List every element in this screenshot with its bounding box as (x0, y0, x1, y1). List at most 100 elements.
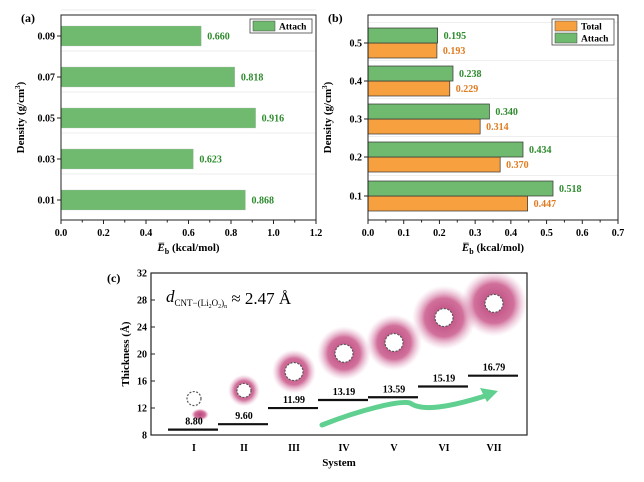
x-tick-label: 0.4 (505, 228, 518, 239)
x-tick-label: 0.6 (576, 228, 589, 239)
x-tick-label: V (390, 443, 398, 454)
x-tick-label: 0.5 (540, 228, 553, 239)
data-label: 0.193 (443, 46, 466, 57)
bar-attach (60, 66, 235, 88)
data-label: 0.818 (241, 73, 264, 84)
annotation: dCNT−(Li2O2)n ≈ 2.47 Å (166, 287, 292, 310)
panel-label: (a) (21, 11, 35, 25)
x-tick-label: 0.3 (469, 228, 482, 239)
y-axis-label-end: ) (15, 81, 27, 85)
cnt-circle-icon (284, 361, 304, 382)
x-tick-label: 0.4 (140, 228, 153, 239)
step-label: 13.19 (333, 387, 356, 398)
data-label: 0.447 (534, 199, 557, 210)
data-label: 0.868 (251, 196, 274, 207)
bar-attach (367, 180, 554, 197)
y-tick-label: 0.07 (38, 73, 56, 84)
x-axis-label-main: E̅ (461, 242, 469, 254)
step-label: 8.80 (185, 417, 203, 428)
legend-label: Attach (279, 23, 307, 33)
y-tick-label: 24 (137, 323, 147, 334)
x-tick-label: 0.6 (182, 228, 195, 239)
x-axis-label: E̅b (kcal/mol) (461, 242, 525, 256)
bar-attach (367, 141, 524, 158)
x-tick-label: 0.0 (362, 228, 375, 239)
x-tick-label: 0.8 (225, 228, 238, 239)
y-tick-label: 0.3 (350, 115, 363, 126)
y-tick-label: 0.5 (350, 39, 363, 50)
trend-arrow-head-icon (480, 388, 498, 402)
data-label: 0.434 (529, 145, 552, 156)
cnt-circle-icon (236, 382, 252, 399)
step-label: 15.19 (433, 373, 456, 384)
data-label: 0.518 (559, 184, 582, 195)
y-tick-label: 32 (137, 269, 147, 280)
step-label: 16.79 (483, 363, 506, 374)
x-tick-label: III (288, 443, 300, 454)
annotation-sub: CNT−(Li (175, 298, 210, 308)
x-tick-label: VI (438, 443, 449, 454)
legend-swatch (554, 20, 578, 32)
x-tick-label: I (192, 443, 196, 454)
bar-attach (367, 65, 454, 82)
y-tick-label: 8 (142, 431, 147, 442)
y-tick-label: 20 (137, 350, 147, 361)
legend-swatch (252, 20, 276, 32)
x-tick-label: 0.2 (97, 228, 110, 239)
cnt-circle-icon (434, 307, 454, 328)
panel-label: (c) (107, 271, 120, 285)
y-tick-label: 12 (137, 404, 147, 415)
annotation-value: ≈ 2.47 Å (227, 289, 292, 308)
y-tick-label: 0.09 (38, 32, 56, 43)
data-label: 0.660 (207, 32, 230, 43)
x-axis-label-unit: (kcal/mol) (474, 242, 525, 254)
bar-attach (60, 148, 194, 170)
y-axis-label-sup: 3 (14, 85, 22, 89)
data-label: 0.916 (262, 114, 285, 125)
annotation-sub: 2 (209, 304, 212, 310)
x-axis-label-unit: (kcal/mol) (169, 242, 220, 254)
legend-swatch (554, 32, 578, 44)
cnt-circle-icon (484, 293, 504, 313)
x-tick-label: 0.7 (612, 228, 625, 239)
bar-attach (60, 25, 202, 47)
y-axis-label-end: ) (322, 81, 334, 85)
x-tick-label: 1.0 (267, 228, 280, 239)
cnt-circle-icon (186, 390, 202, 407)
x-tick-label: 0.0 (55, 228, 68, 239)
bar-attach (60, 189, 246, 211)
y-axis-label-main: Density (g/cm (15, 89, 27, 153)
data-label: 0.314 (486, 122, 509, 133)
y-tick-label: 0.1 (350, 192, 363, 203)
molecule-blob (191, 408, 209, 421)
x-axis-label: System (322, 457, 356, 469)
data-label: 0.229 (456, 84, 479, 95)
y-tick-label: 16 (137, 377, 147, 388)
cnt-circle-icon (334, 343, 354, 363)
y-tick-label: 28 (137, 296, 147, 307)
x-tick-label: II (240, 443, 248, 454)
data-label: 0.370 (506, 160, 528, 171)
step-label: 9.60 (235, 411, 253, 422)
x-axis-label-main: E̅ (156, 242, 164, 254)
y-tick-label: 0.01 (38, 196, 56, 207)
bar-attach (367, 27, 438, 44)
bar-attach (60, 107, 256, 129)
y-axis-label: Thickness (Å) (120, 321, 132, 386)
x-axis-label-sub: b (165, 247, 170, 256)
x-tick-label: 1.2 (310, 228, 323, 239)
bar-total (367, 156, 501, 173)
x-tick-label: 0.2 (433, 228, 446, 239)
step-label: 13.59 (383, 384, 406, 395)
y-axis-label: Density (g/cm3) (14, 81, 27, 153)
annotation-d: d (166, 287, 175, 306)
trend-arrow (319, 393, 488, 428)
y-tick-label: 0.4 (350, 77, 363, 88)
data-label: 0.238 (459, 69, 482, 80)
bar-attach (367, 103, 490, 120)
x-tick-label: IV (338, 443, 350, 454)
bar-total (367, 195, 528, 212)
x-axis-label-sub: b (469, 247, 474, 256)
